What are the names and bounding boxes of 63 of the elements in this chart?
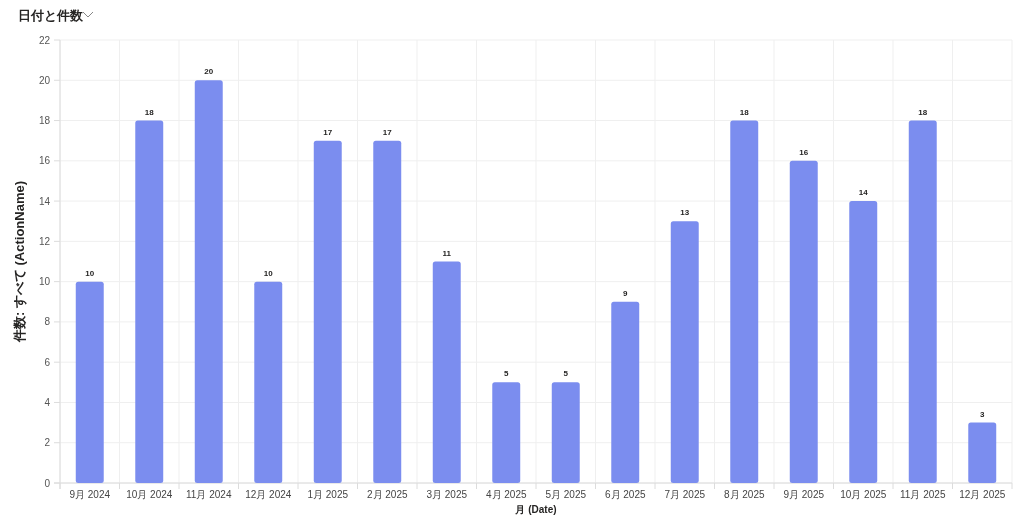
data-label: 10 [263, 268, 274, 278]
y-tick-label: 0 [44, 477, 51, 489]
bar [908, 120, 937, 483]
x-tick-label: 11月 2024 [186, 489, 232, 500]
data-label: 9 [623, 288, 629, 298]
x-tick-label: 11月 2025 [900, 489, 946, 500]
bar [75, 281, 104, 483]
y-tick-label: 6 [44, 356, 51, 368]
y-tick-label: 20 [38, 74, 51, 86]
bar [135, 120, 164, 483]
x-tick-label: 8月 2025 [723, 489, 765, 500]
y-tick-label: 16 [38, 155, 51, 167]
y-tick-label: 2 [44, 437, 51, 449]
y-tick-label: 12 [38, 235, 51, 247]
data-label: 13 [680, 208, 690, 218]
bar [730, 120, 759, 483]
data-label: 10 [85, 268, 95, 278]
bar [789, 160, 818, 483]
x-tick-label: 4月 2025 [485, 489, 527, 500]
data-label: 18 [918, 107, 928, 117]
x-tick-label: 1月 2025 [307, 489, 349, 500]
bar [373, 140, 402, 483]
y-tick-label: 4 [44, 396, 51, 408]
y-tick-label: 18 [38, 115, 51, 127]
y-axis-title: 件数: すべて (ActionName) [12, 180, 27, 344]
bar [313, 140, 342, 483]
bar [492, 382, 521, 483]
bar [432, 261, 461, 483]
x-tick-label: 5月 2025 [545, 489, 587, 500]
y-tick-label: 10 [38, 276, 51, 288]
x-tick-label: 9月 2024 [69, 489, 111, 500]
x-tick-label: 12月 2025 [959, 489, 1006, 500]
data-label: 18 [739, 107, 750, 117]
x-tick-label: 9月 2025 [783, 489, 825, 500]
y-tick-label: 8 [44, 316, 51, 328]
bar [254, 281, 283, 483]
x-tick-label: 7月 2025 [664, 489, 706, 500]
bar [670, 221, 699, 483]
data-label: 5 [504, 369, 510, 379]
x-axis-title: 月 (Date) [514, 504, 557, 515]
data-label: 14 [858, 188, 869, 198]
data-label: 17 [382, 127, 393, 137]
data-label: 20 [204, 67, 214, 77]
x-tick-label: 12月 2024 [245, 489, 292, 500]
x-tick-label: 10月 2025 [840, 489, 887, 500]
chart-title: 日付と件数 [18, 8, 84, 23]
y-tick-label: 22 [38, 34, 51, 46]
bar [968, 422, 997, 483]
bar [849, 201, 878, 483]
x-tick-label: 3月 2025 [426, 489, 468, 500]
data-label: 5 [563, 369, 569, 379]
x-tick-label: 6月 2025 [604, 489, 646, 500]
data-label: 17 [323, 127, 333, 137]
data-label: 16 [799, 147, 809, 157]
bar [551, 382, 580, 483]
data-label: 18 [144, 107, 155, 117]
x-tick-label: 10月 2024 [126, 489, 173, 500]
bar [611, 301, 640, 483]
x-tick-label: 2月 2025 [366, 489, 408, 500]
y-tick-label: 14 [38, 195, 51, 207]
bar [194, 80, 223, 483]
data-label: 3 [980, 409, 986, 419]
data-label: 11 [442, 248, 452, 258]
